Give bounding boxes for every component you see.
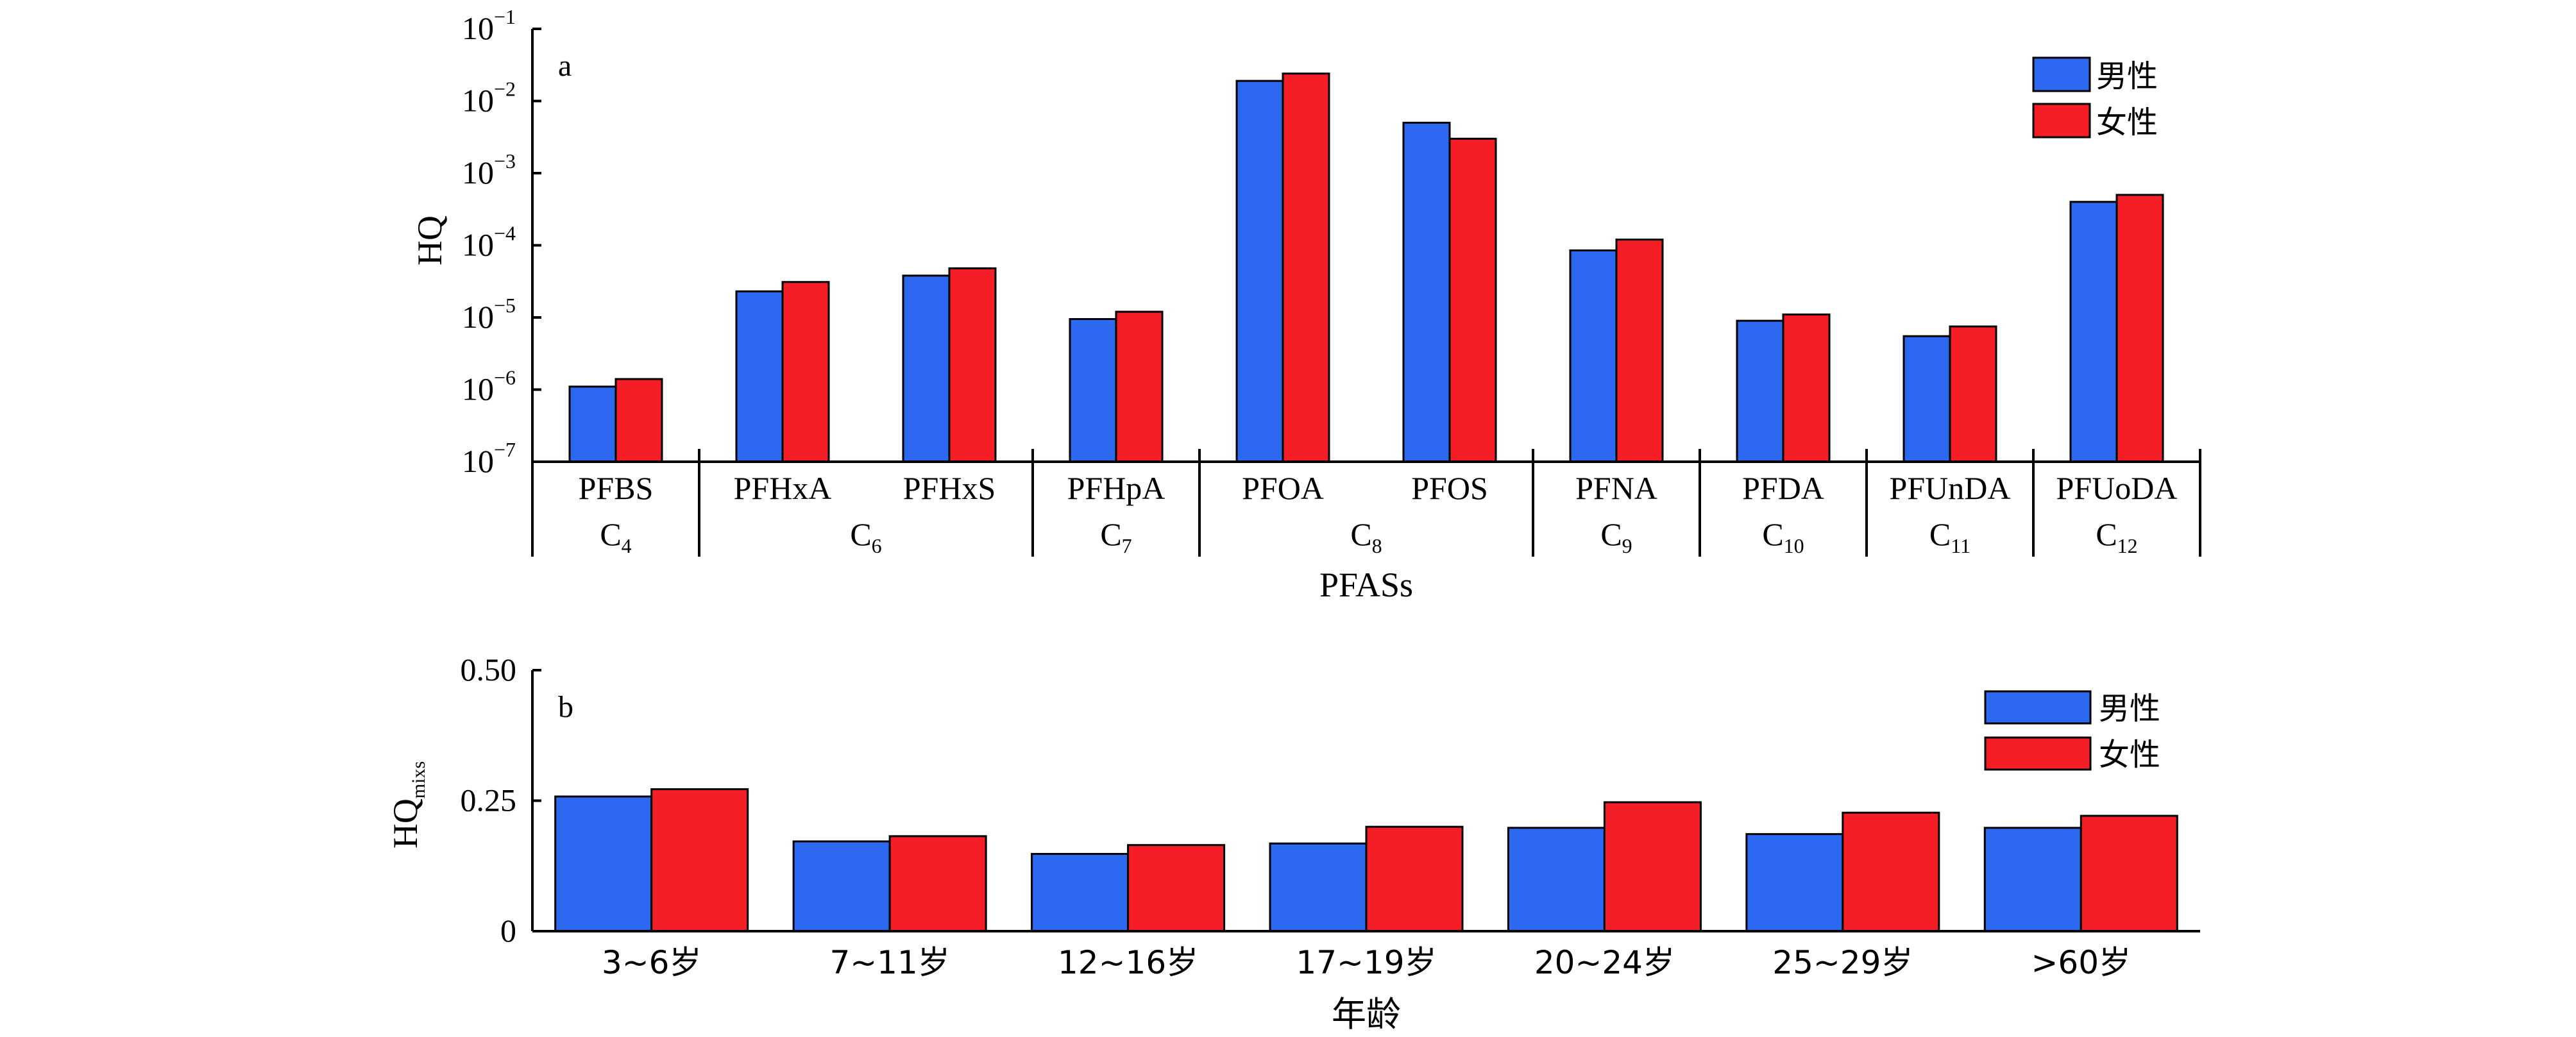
panel-a-bar-male <box>1736 319 1784 463</box>
panel-b-x-tick-label: 3~6岁 <box>602 944 702 981</box>
legend-b-male-swatch <box>1984 690 2092 725</box>
panel-a-bar-female <box>948 267 997 463</box>
panel-b-bars <box>554 788 2178 932</box>
panel-a-x-tick-label: PFBS <box>579 470 654 506</box>
panel-b-x-tick-label: 17~19岁 <box>1296 944 1436 981</box>
panel-b-x-tick-label: 20~24岁 <box>1534 944 1675 981</box>
panel-a-bar-male <box>2069 201 2118 463</box>
panel-a-chart: a HQ 10−710−610−510−410−310−210−1 PFBS PF… <box>411 5 2201 604</box>
panel-b-bar-male <box>1507 827 1606 932</box>
panel-a-y-tick-label: 10−6 <box>462 366 516 407</box>
panel-a-group-label: C6 <box>850 516 881 557</box>
legend-b-female-label: 女性 <box>2099 737 2160 773</box>
panel-a-x-tick-label: PFHpA <box>1067 470 1165 506</box>
panel-a-bar-male <box>735 290 784 463</box>
panel-b-bar-female <box>1603 801 1702 932</box>
panel-a-bars <box>568 72 2164 463</box>
panel-b-legend: 男性 女性 <box>1984 690 2160 773</box>
panel-a-x-tick-label: PFOA <box>1242 470 1324 506</box>
panel-a-group-label: C9 <box>1600 516 1632 557</box>
panel-a-x-tick-label: PFHxA <box>734 470 832 506</box>
panel-a-x-tick-label: PFDA <box>1742 470 1824 506</box>
panel-a-x-tick-label: PFHxS <box>903 470 996 506</box>
legend-a-male-swatch <box>2032 56 2091 92</box>
panel-a-bar-female <box>1782 313 1831 463</box>
panel-b-y-tick-label: 0 <box>500 913 516 948</box>
panel-a-y-tick-label: 10−2 <box>462 78 516 119</box>
panel-b-x-tick-label: >60岁 <box>2031 944 2131 981</box>
panel-a-bar-male <box>1402 121 1451 463</box>
panel-b-xlabel: 年龄 <box>1332 994 1401 1034</box>
panel-b-chart: b HQmixs 0 0.25 0.50 3~6岁 7~11岁 12~16岁 17~19岁… <box>386 652 2200 1034</box>
panel-a-group-label: C11 <box>1929 516 1970 557</box>
panel-a-group-label: C8 <box>1350 516 1382 557</box>
panel-a-y-tick-label: 10−3 <box>462 149 516 190</box>
panel-b-letter: b <box>558 690 573 724</box>
legend-a-female-label: 女性 <box>2096 105 2158 140</box>
panel-a-y-tick-label: 10−5 <box>462 294 516 335</box>
panel-a-bar-female <box>1448 137 1497 463</box>
panel-a-legend: 男性 女性 <box>2032 56 2158 140</box>
panel-a-x-tick-label: PFUoDA <box>2056 470 2178 506</box>
panel-a-group-label: C12 <box>2096 516 2137 557</box>
panel-b-ylabel-sub: mixs <box>408 761 429 798</box>
panel-a-group-label: C10 <box>1762 516 1804 557</box>
panel-b-y-ticks: 0 0.25 0.50 <box>461 652 541 948</box>
panel-b-bar-female <box>1365 825 1464 932</box>
panel-a-ylabel: HQ <box>411 215 449 266</box>
panel-b-bar-male <box>1269 842 1368 932</box>
panel-a-x-tick-labels: PFBS PFHxA PFHxS PFHpA PFOA PFOS PFNA PFDA PFUnD… <box>579 470 2178 506</box>
panel-a-bar-female <box>1949 325 1997 463</box>
panel-b-bar-female <box>888 835 987 932</box>
panel-a-bar-female <box>614 378 663 463</box>
panel-b-bar-female <box>2080 814 2178 932</box>
panel-a-x-tick-label: PFUnDA <box>1890 470 2011 506</box>
panel-a-bar-female <box>1615 239 1664 463</box>
legend-a-female-swatch <box>2032 103 2091 139</box>
panel-a-y-tick-label: 10−1 <box>462 5 516 46</box>
panel-b-y-tick-label: 0.25 <box>461 782 517 818</box>
panel-b-bar-female <box>650 788 749 932</box>
panel-a-group-label: C4 <box>600 516 631 557</box>
panel-b-x-tick-label: 7~11岁 <box>829 944 949 981</box>
panel-a-bar-male <box>1235 80 1284 463</box>
legend-b-male-label: 男性 <box>2099 691 2160 727</box>
panel-b-bar-female <box>1842 811 1940 932</box>
panel-a-bar-female <box>1115 310 1164 463</box>
panel-b-x-tick-label: 12~16岁 <box>1058 944 1198 981</box>
panel-a-group-label: C7 <box>1100 516 1131 557</box>
panel-a-bar-female <box>781 281 830 463</box>
panel-b-bar-male <box>554 795 653 932</box>
panel-b-x-tick-labels: 3~6岁 7~11岁 12~16岁 17~19岁 20~24岁 25~29岁 >60岁 <box>602 944 2131 981</box>
panel-b-bar-male <box>792 840 891 932</box>
panel-a-y-tick-label: 10−4 <box>462 222 516 263</box>
panel-a-y-ticks: 10−7 10−6 10−5 10−4 10−3 10−2 10−1 <box>462 5 541 479</box>
panel-a-bar-female <box>2115 194 2164 463</box>
panel-a-letter: a <box>558 49 572 83</box>
panel-a-carbon-groups: C4 C6 C7 C8 C9 C10 C11 C12 <box>531 449 2201 557</box>
panel-b-bar-female <box>1127 844 1226 932</box>
panel-a-bar-male <box>902 274 951 463</box>
legend-b-female-swatch <box>1984 736 2092 771</box>
legend-a-male-label: 男性 <box>2096 58 2158 94</box>
panel-b-ylabel: HQmixs <box>386 761 429 848</box>
panel-a-x-tick-label: PFNA <box>1575 470 1657 506</box>
panel-b-ylabel-base: HQ <box>386 798 425 848</box>
panel-a-xlabel: PFASs <box>1319 566 1413 604</box>
panel-a-x-tick-label: PFOS <box>1411 470 1488 506</box>
panel-a-bar-male <box>1069 318 1117 463</box>
panel-b-x-tick-label: 25~29岁 <box>1772 944 1913 981</box>
panel-a-bar-female <box>1282 72 1330 463</box>
panel-b-bar-male <box>1983 827 2082 932</box>
panel-a-y-tick-label: 10−7 <box>462 438 516 479</box>
panel-a-bar-male <box>1902 335 1951 463</box>
panel-b-y-tick-label: 0.50 <box>461 652 517 687</box>
panel-b-bar-male <box>1745 833 1844 932</box>
panel-b-bar-male <box>1031 853 1130 932</box>
panel-a-bar-male <box>1569 249 1618 463</box>
panel-a-bar-male <box>568 385 617 463</box>
